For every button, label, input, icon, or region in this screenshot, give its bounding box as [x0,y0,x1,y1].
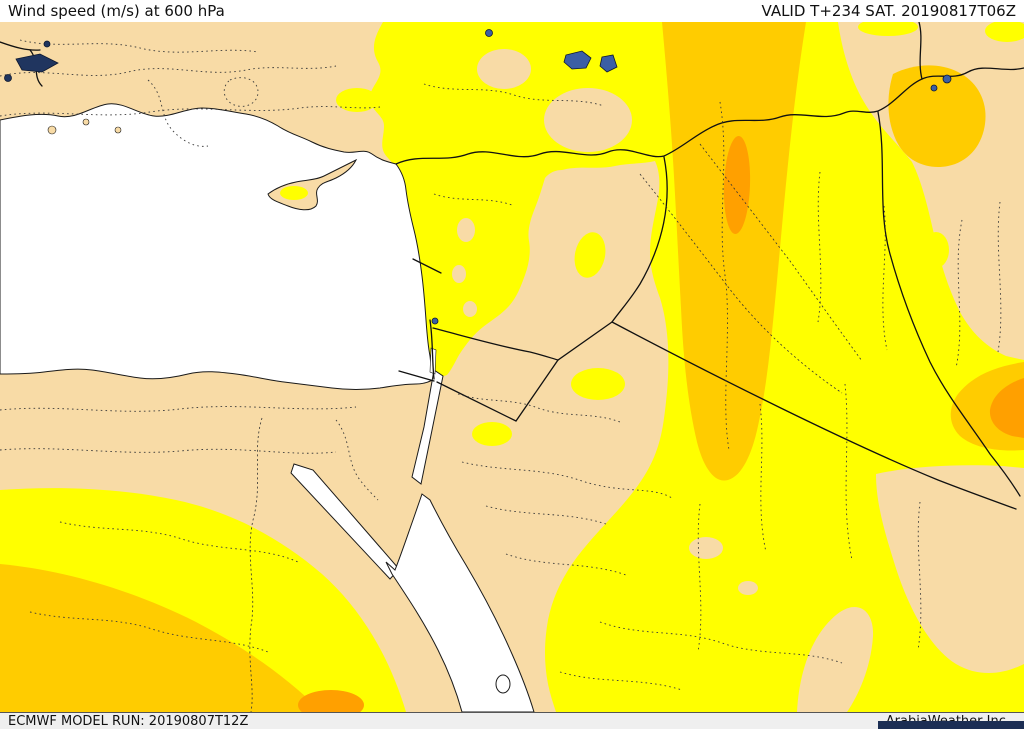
contour-lines [0,39,1002,691]
rivers [249,143,863,712]
peak-core-east-edge [989,378,1024,438]
island [114,126,122,134]
map-footer: ECMWF MODEL RUN: 20190807T12Z ArabiaWeat… [0,712,1024,729]
island [47,125,57,135]
peak-core-iraq [723,136,751,234]
gold-band-iraq [662,22,806,481]
map-canvas [0,22,1024,712]
lakes [4,29,952,325]
cyprus-island [267,158,358,211]
map-header: Wind speed (m/s) at 600 hPa VALID T+234 … [0,0,1024,22]
lake-urmia [599,54,618,73]
enclave-bottom-right [876,465,1024,674]
country-borders [0,22,1024,510]
sea-of-galilee [431,317,439,325]
top-right-detail [858,22,1024,268]
peak-core-southwest [298,690,364,712]
gulf-of-aqaba [411,369,444,485]
island [82,118,90,126]
euphrates-river [639,173,843,394]
brand-logo-bar [878,721,1024,729]
tigris-river [699,143,863,362]
wind-speed-map [0,22,1024,712]
valid-time-label: VALID T+234 SAT. 20190817T06Z [761,2,1016,20]
nile-river [249,417,263,712]
enclave-bottom-center [797,606,874,712]
sea-of-marmara [15,53,59,73]
wind-band-peak [298,136,1024,712]
gold-band-southwest [0,564,322,712]
lake-van [563,50,592,70]
page-title: Wind speed (m/s) at 600 hPa [8,2,225,20]
model-run-label: ECMWF MODEL RUN: 20190807T12Z [8,713,249,729]
red-sea [385,493,535,712]
